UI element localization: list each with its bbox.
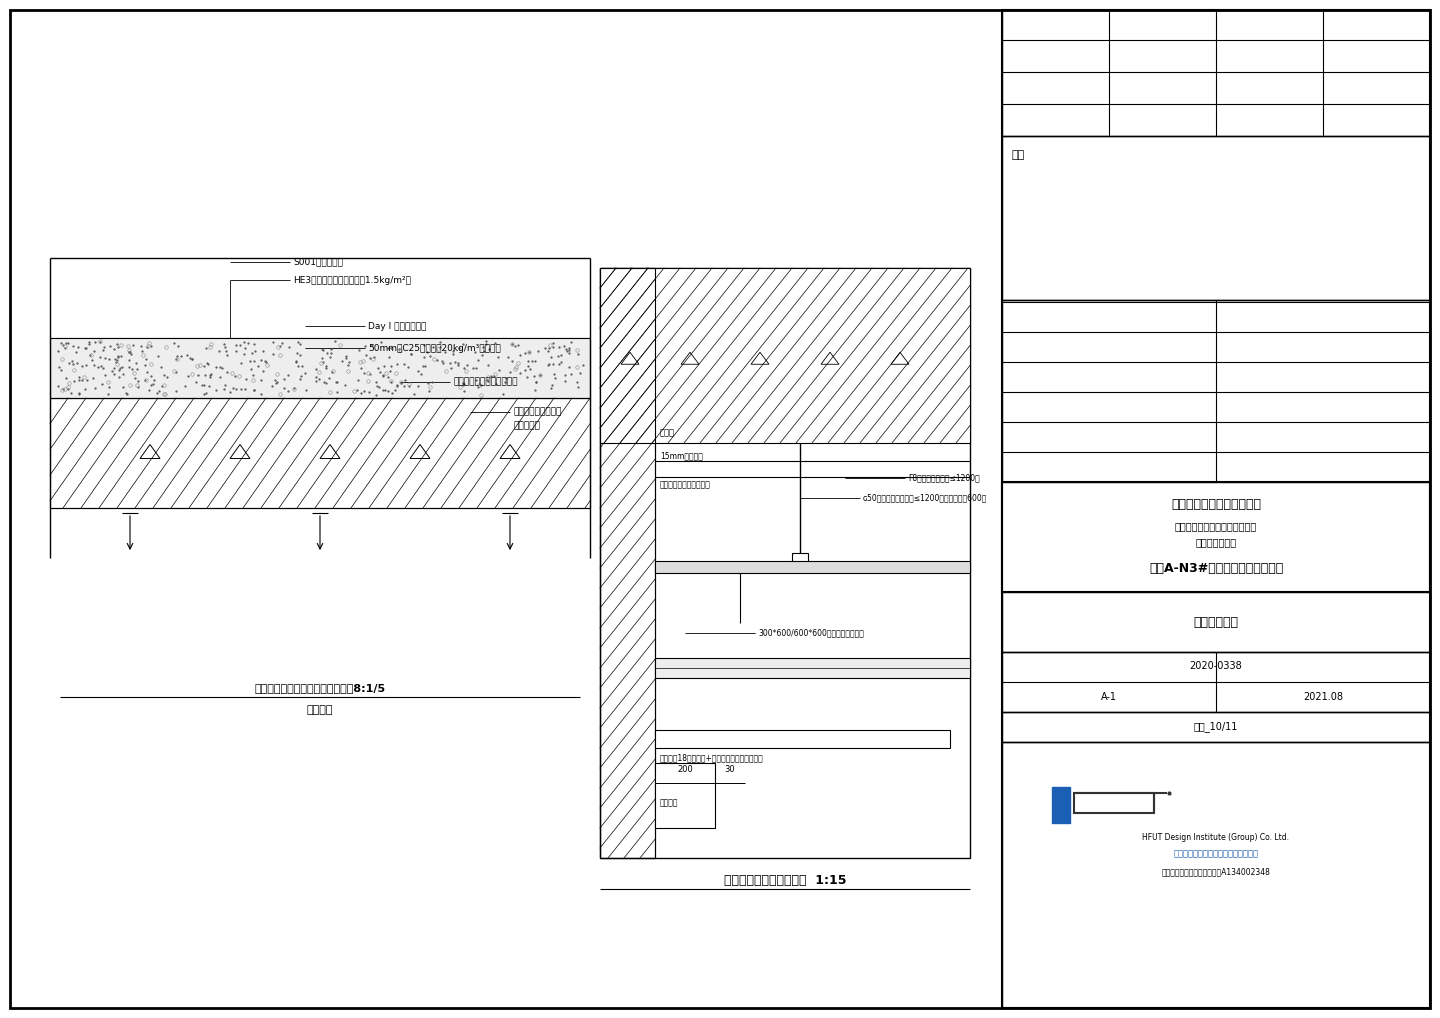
- Bar: [50, 398, 590, 508]
- Text: 水泥质: 水泥质: [660, 429, 675, 438]
- Bar: [655, 658, 971, 678]
- Text: 15mm厚难燃板: 15mm厚难燃板: [660, 452, 703, 460]
- Text: 200: 200: [677, 765, 693, 774]
- Bar: [1002, 136, 1430, 300]
- Bar: [1002, 10, 1430, 136]
- Text: S001密封固化剂: S001密封固化剂: [292, 258, 343, 267]
- Bar: [1002, 482, 1430, 592]
- Bar: [1002, 742, 1430, 1008]
- Text: 氟碳面铝扣板吹顶节点图  1:15: 氟碳面铝扣板吹顶节点图 1:15: [724, 873, 847, 887]
- Text: 2021.08: 2021.08: [1303, 692, 1344, 702]
- Text: 建筑窗户: 建筑窗户: [660, 798, 678, 807]
- Text: 装饰_10/11: 装饰_10/11: [1194, 722, 1238, 733]
- Bar: [600, 268, 655, 858]
- Text: （通用）: （通用）: [307, 705, 333, 715]
- Text: 寿县新桥国际产业园管委会: 寿县新桥国际产业园管委会: [1171, 498, 1261, 510]
- Text: 30: 30: [724, 765, 736, 774]
- Text: Day I 混凝土弹层割: Day I 混凝土弹层割: [369, 322, 426, 331]
- Bar: [1002, 592, 1430, 652]
- Text: 建筑施工图: 建筑施工图: [513, 421, 540, 431]
- Text: 300*600/600*600氟碳面铝扣板吹顶: 300*600/600*600氟碳面铝扣板吹顶: [757, 628, 864, 637]
- Bar: [792, 553, 808, 568]
- Bar: [1002, 10, 1430, 1008]
- Bar: [655, 561, 971, 573]
- Bar: [1074, 793, 1153, 813]
- Bar: [600, 268, 655, 858]
- Bar: [655, 764, 716, 828]
- Text: 结构层（基层）详见: 结构层（基层）详见: [513, 407, 562, 416]
- Text: 耐磨混凝土地坪（楼面）做法详图8:1/5: 耐磨混凝土地坪（楼面）做法详图8:1/5: [255, 683, 386, 693]
- Text: 合肥工业大学设计院（集团）有限公司: 合肥工业大学设计院（集团）有限公司: [1174, 849, 1259, 858]
- Text: 下吸板（18厚难燃板+石膏板，荆白色乳胶漆）: 下吸板（18厚难燃板+石膏板，荆白色乳胶漆）: [660, 753, 763, 762]
- Bar: [50, 338, 590, 398]
- Text: A-1: A-1: [1102, 692, 1117, 702]
- Text: 寿县第三中学新桥分校工程室内: 寿县第三中学新桥分校工程室内: [1175, 521, 1257, 531]
- Text: 水泥浆一道（内混建筑散）: 水泥浆一道（内混建筑散）: [454, 378, 517, 387]
- Bar: [1053, 787, 1070, 823]
- Bar: [1002, 712, 1430, 742]
- Text: HFUT Design Institute (Group) Co. Ltd.: HFUT Design Institute (Group) Co. Ltd.: [1142, 834, 1289, 843]
- Text: F8吓杆（固定位置≤1200）: F8吓杆（固定位置≤1200）: [909, 473, 979, 483]
- Text: 50mm厚C25钉纤维（20kg/m³）混凝土: 50mm厚C25钉纤维（20kg/m³）混凝土: [369, 343, 501, 352]
- Bar: [600, 268, 971, 858]
- Bar: [600, 268, 971, 443]
- Text: HE3耗耗耗耗耗耗（不少于1.5kg/m²）: HE3耗耗耗耗耗耗（不少于1.5kg/m²）: [292, 276, 410, 284]
- Bar: [655, 730, 950, 748]
- Text: 2020-0338: 2020-0338: [1189, 661, 1243, 671]
- Text: 初中A-N3#楼（门楼）内装饰设计: 初中A-N3#楼（门楼）内装饰设计: [1149, 562, 1283, 574]
- Bar: [1002, 652, 1430, 712]
- Text: 注意: 注意: [1012, 150, 1025, 160]
- Text: 外装修设计项目: 外装修设计项目: [1195, 538, 1237, 547]
- Text: ԍ50龙骨（主龙骨间距≤1200，次龙骨间距600）: ԍ50龙骨（主龙骨间距≤1200，次龙骨间距600）: [863, 494, 988, 503]
- Text: 双层石膏板涂白色乳胶漆: 双层石膏板涂白色乳胶漆: [660, 480, 711, 490]
- Bar: [1002, 300, 1430, 482]
- Text: 节点图（三）: 节点图（三）: [1194, 616, 1238, 628]
- Text: 国家甲级工程设计证书编号：A134002348: 国家甲级工程设计证书编号：A134002348: [1162, 867, 1270, 876]
